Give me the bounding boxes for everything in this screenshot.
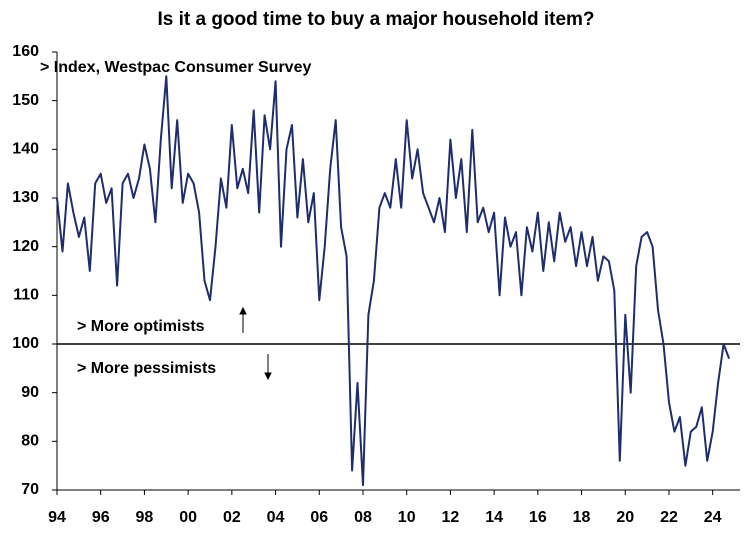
- x-tick-label: 06: [310, 509, 328, 526]
- x-tick-label: 04: [267, 509, 285, 526]
- y-tick-label: 130: [12, 189, 39, 206]
- x-tick-label: 96: [92, 509, 110, 526]
- chart-title: Is it a good time to buy a major househo…: [157, 9, 594, 30]
- x-tick-label: 02: [223, 509, 241, 526]
- data-line: [56, 75, 731, 487]
- x-tick-label: 20: [616, 509, 634, 526]
- x-tick-label: 14: [485, 509, 503, 526]
- x-tick-label: 00: [179, 509, 197, 526]
- y-tick-label: 110: [13, 287, 39, 304]
- x-tick-label: 18: [573, 509, 591, 526]
- y-tick-label: 120: [12, 238, 39, 255]
- x-tick-label: 98: [136, 509, 154, 526]
- arrows: [239, 306, 272, 381]
- x-tick-label: 94: [48, 509, 66, 526]
- y-tick-label: 90: [21, 384, 39, 401]
- y-tick-label: 150: [12, 92, 39, 109]
- annotation: > More pessimists: [77, 360, 216, 377]
- x-tick-label: 08: [354, 509, 372, 526]
- annotation: > More optimists: [77, 318, 205, 335]
- y-tick-label: 100: [12, 335, 39, 352]
- x-tick-label: 12: [442, 509, 460, 526]
- x-tick-label: 24: [704, 509, 722, 526]
- y-tick-label: 70: [21, 481, 39, 498]
- annotation: > Index, Westpac Consumer Survey: [40, 59, 311, 76]
- y-tick-label: 140: [12, 141, 39, 158]
- y-tick-label: 80: [21, 433, 39, 450]
- x-tick-label: 10: [398, 509, 416, 526]
- y-tick-label: 160: [12, 43, 39, 60]
- x-tick-label: 22: [660, 509, 678, 526]
- x-tick-label: 16: [529, 509, 547, 526]
